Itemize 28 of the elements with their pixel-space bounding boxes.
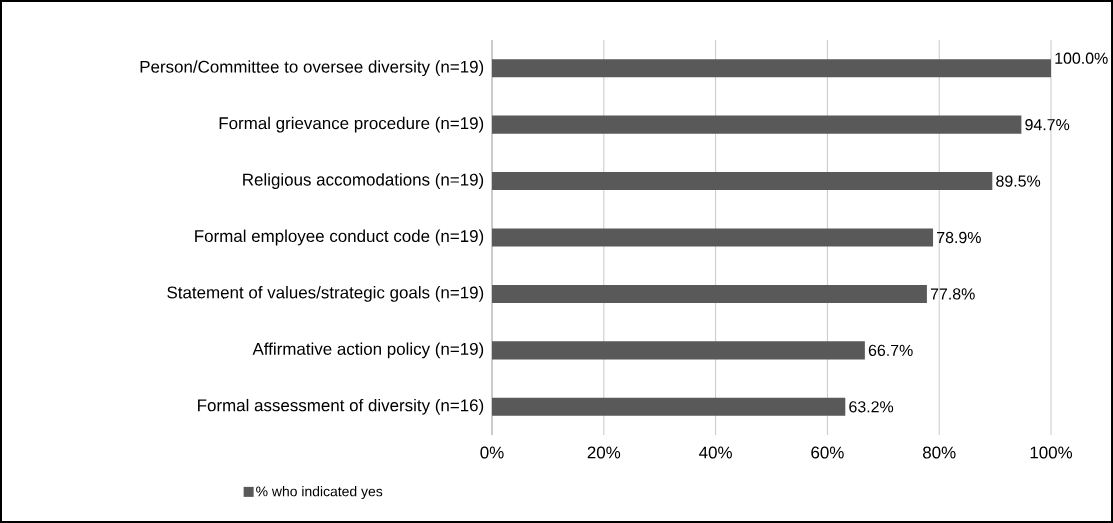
bar: [492, 397, 846, 416]
y-tick-label: Person/Committee to oversee diversity (n=19): [140, 60, 484, 77]
bar: [492, 341, 865, 360]
bar: [492, 59, 1052, 78]
bar: [492, 284, 927, 303]
data-label: 78.9%: [937, 231, 981, 244]
x-tick-label: 60%: [811, 446, 844, 459]
data-label: 77.8%: [930, 288, 975, 300]
x-tick-label: 100%: [1030, 446, 1073, 459]
data-label: 89.5%: [996, 175, 1041, 187]
y-tick-label: Formal grievance procedure (n=19): [219, 116, 484, 133]
bar: [492, 115, 1022, 134]
bar: [492, 228, 934, 247]
x-tick-label: 20%: [587, 446, 621, 459]
data-label: 100.0%: [1055, 52, 1108, 64]
bar: [492, 172, 993, 191]
y-tick-label: Religious accomodations (n=19): [243, 173, 484, 189]
legend-label: % who indicated yes: [256, 486, 383, 500]
x-tick-label: 0%: [480, 446, 504, 459]
data-label: 94.7%: [1025, 119, 1070, 131]
y-tick-label: Statement of values/strategic goals (n=19): [167, 286, 484, 302]
y-tick-label: Formal assessment of diversity (n=16): [198, 398, 484, 415]
x-tick-label: 80%: [922, 446, 956, 459]
y-tick-label: Affirmative action policy (n=19): [252, 342, 484, 359]
data-label: 66.7%: [868, 344, 913, 357]
data-label: 63.2%: [849, 401, 894, 413]
x-tick-label: 40%: [699, 446, 732, 459]
y-tick-label: Formal employee conduct code (n=19): [195, 229, 484, 246]
